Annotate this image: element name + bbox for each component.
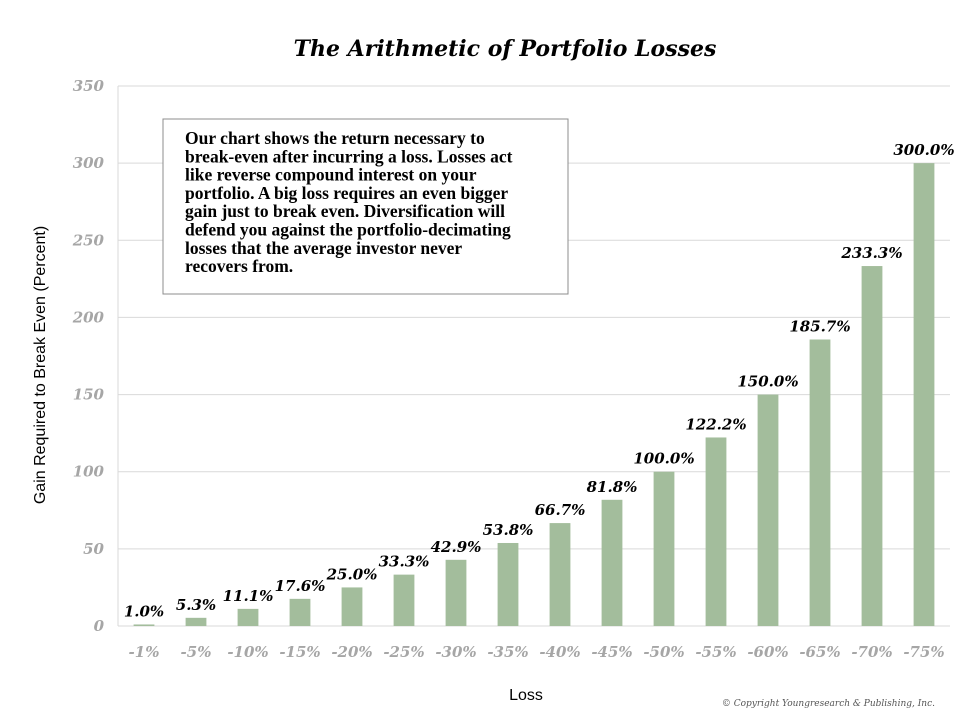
x-tick-label: -65% — [799, 643, 840, 661]
annotation-line: recovers from. — [185, 256, 293, 276]
data-label: 17.6% — [275, 577, 326, 595]
x-tick-label: -50% — [643, 643, 684, 661]
bar — [185, 617, 207, 626]
data-labels: 1.0% 5.3% 11.1%17.6%25.0%33.3%42.9%53.8%66… — [124, 141, 955, 620]
x-tick-label: -70% — [851, 643, 892, 661]
x-tick-label: -45% — [591, 643, 632, 661]
annotation-line: gain just to break even. Diversification… — [185, 201, 505, 221]
x-tick-label: -5% — [181, 643, 212, 661]
annotation-line: like reverse compound interest on your — [185, 165, 477, 185]
x-tick-label: -40% — [539, 643, 580, 661]
y-tick-label: 150 — [73, 386, 105, 404]
bar — [237, 608, 259, 626]
x-tick-label: -30% — [435, 643, 476, 661]
data-label: 81.8% — [587, 478, 638, 496]
data-label: 100.0% — [633, 450, 694, 468]
data-label: 53.8% — [483, 521, 534, 539]
x-tick-label: -75% — [903, 643, 944, 661]
y-tick-label: 250 — [72, 231, 105, 249]
data-label: 66.7% — [535, 501, 586, 519]
data-label: 42.9% — [431, 538, 482, 556]
chart-title: The Arithmetic of Portfolio Losses — [294, 36, 717, 62]
x-tick-label: -10% — [227, 643, 268, 661]
bar — [757, 394, 779, 626]
data-label: 150.0% — [737, 373, 798, 391]
x-tick-label: -15% — [279, 643, 320, 661]
x-tick-label: -55% — [695, 643, 736, 661]
data-label: 300.0% — [893, 141, 954, 159]
bar — [497, 542, 519, 626]
y-tick-label: 300 — [73, 154, 105, 172]
bars — [133, 163, 935, 626]
bar — [289, 598, 311, 626]
bar — [809, 339, 831, 626]
y-tick-labels: 0 50 100 150 200 250 300 350 — [72, 77, 105, 635]
data-label: 5.3% — [176, 596, 216, 614]
data-label: 33.3% — [379, 553, 430, 571]
x-tick-label: -1% — [129, 643, 160, 661]
annotation-box — [162, 118, 569, 295]
bar — [601, 499, 623, 626]
bar — [705, 437, 727, 626]
annotation-line: losses that the average investor never — [185, 238, 462, 258]
data-label: 11.1% — [223, 587, 274, 605]
data-label: 185.7% — [789, 317, 850, 335]
bar — [341, 587, 363, 626]
x-tick-label: -25% — [383, 643, 424, 661]
bar — [445, 559, 467, 626]
bar — [133, 624, 155, 626]
data-label: 25.0% — [326, 565, 378, 583]
bar — [549, 523, 571, 626]
y-tick-label: 100 — [73, 463, 105, 481]
bar — [861, 266, 883, 626]
x-axis-label: Loss — [509, 687, 543, 704]
annotation-line: portfolio. A big loss requires an even b… — [185, 183, 508, 203]
annotation-line: defend you against the portfolio-decimat… — [185, 220, 511, 240]
y-tick-label: 200 — [72, 308, 105, 326]
y-tick-label: 0 — [94, 617, 105, 635]
x-tick-labels: -1% -5% -10% -15% -20% -25% -30% -35% -40% -45% -5… — [129, 643, 945, 661]
y-tick-label: 350 — [73, 77, 105, 95]
data-label: 1.0% — [124, 602, 164, 620]
x-tick-label: -20% — [331, 643, 372, 661]
data-label: 233.3% — [840, 244, 902, 262]
data-label: 122.2% — [685, 415, 746, 433]
annotation-text: Our chart shows the return necessary tob… — [185, 128, 513, 276]
x-tick-label: -60% — [747, 643, 788, 661]
y-axis-label: Gain Required to Break Even (Percent) — [32, 226, 49, 504]
bar — [653, 471, 675, 626]
bar — [913, 163, 935, 626]
annotation-line: Our chart shows the return necessary to — [185, 128, 485, 148]
x-tick-label: -35% — [487, 643, 528, 661]
copyright-notice: © Copyright Youngresearch & Publishing, … — [722, 699, 935, 709]
bar — [393, 574, 415, 626]
y-tick-label: 50 — [83, 540, 104, 558]
annotation-line: break-even after incurring a loss. Losse… — [185, 146, 513, 166]
